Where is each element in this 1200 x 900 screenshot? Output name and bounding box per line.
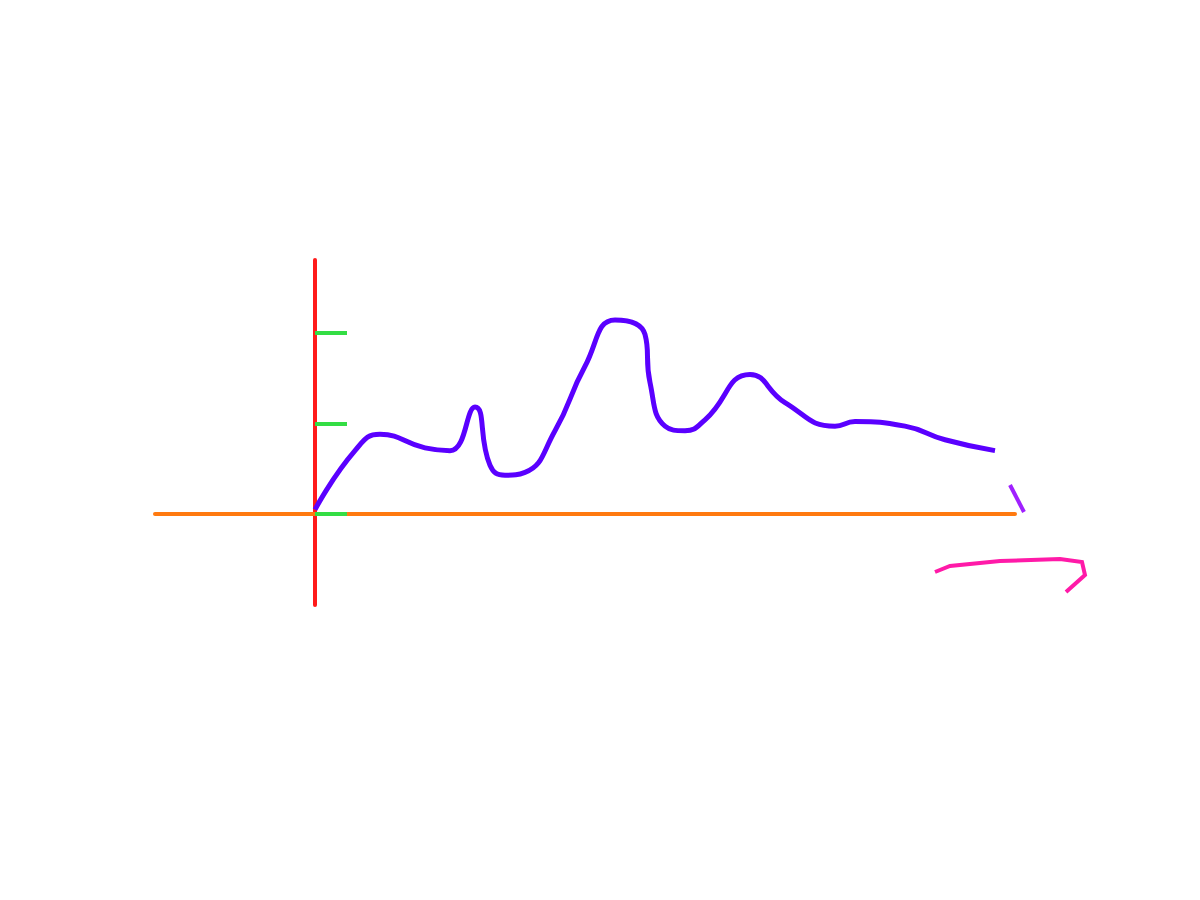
svg-text:0: 0	[81, 492, 105, 536]
svg-text:10: 10	[57, 401, 105, 445]
svg-text:20: 20	[57, 311, 105, 355]
